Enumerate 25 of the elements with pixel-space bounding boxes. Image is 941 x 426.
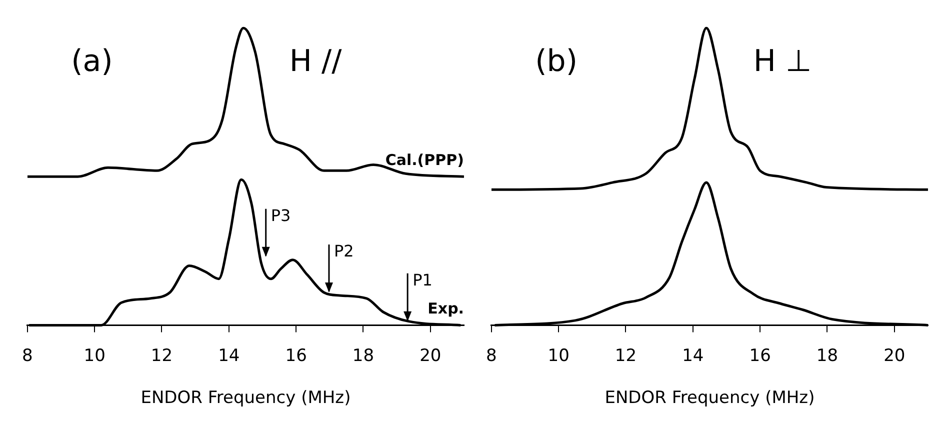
x-tick-label: 12	[614, 346, 637, 366]
x-tick-label: 18	[352, 346, 374, 366]
x-tick-label: 8	[22, 346, 33, 366]
x-tick-label: 14	[218, 346, 240, 366]
annotation: (a)	[71, 44, 113, 79]
x-tick-label: 14	[682, 346, 704, 366]
annotation: H //	[289, 44, 343, 79]
x-tick-label: 18	[816, 346, 838, 366]
annotation: P3	[270, 206, 291, 225]
x-tick-label: 16	[749, 346, 771, 366]
series-label: Cal.(PPP)	[385, 150, 464, 169]
x-tick-label: 16	[285, 346, 307, 366]
x-axis-title: ENDOR Frequency (MHz)	[140, 388, 351, 408]
annotation: P2	[334, 242, 354, 261]
annotation: (b)	[535, 44, 578, 79]
x-tick-label: 10	[84, 346, 106, 366]
x-tick-label: 20	[420, 346, 442, 366]
x-tick-label: 20	[884, 346, 906, 366]
annotation: P1	[412, 270, 432, 290]
legend-label: Exp.	[428, 300, 464, 318]
x-tick-label: 10	[548, 346, 570, 366]
x-tick-label: 8	[486, 346, 497, 366]
annotation: H ⊥	[753, 44, 812, 79]
x-axis-title: ENDOR Frequency (MHz)	[604, 388, 815, 408]
x-tick-label: 12	[150, 346, 173, 366]
